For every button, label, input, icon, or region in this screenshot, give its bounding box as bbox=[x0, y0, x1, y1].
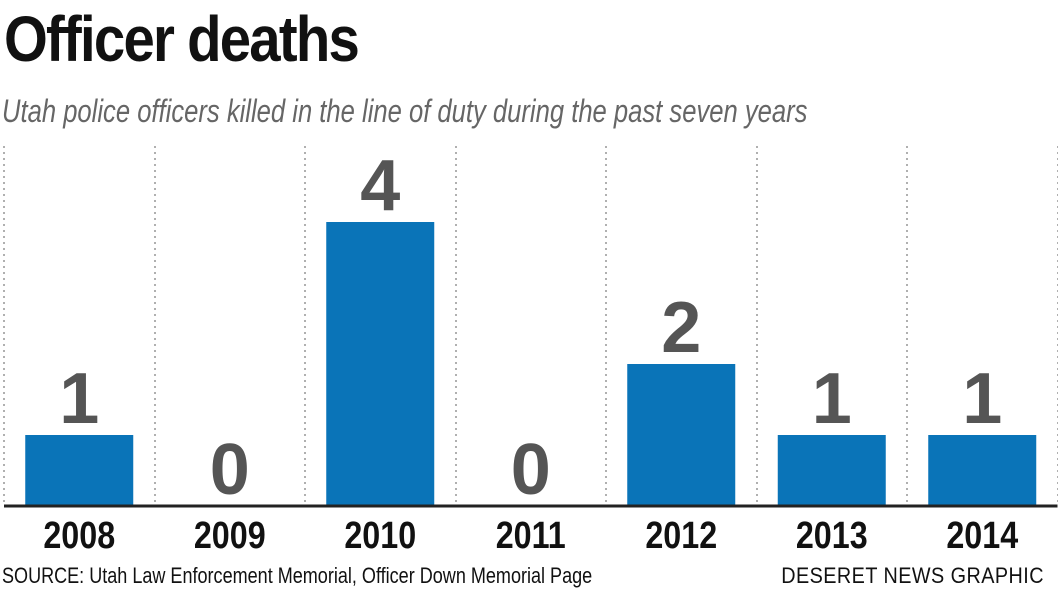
bar bbox=[326, 222, 435, 506]
value-label: 0 bbox=[511, 430, 551, 510]
category-label: 2014 bbox=[946, 515, 1018, 557]
value-label: 4 bbox=[360, 146, 400, 226]
value-label: 1 bbox=[812, 359, 852, 439]
source-note: SOURCE: Utah Law Enforcement Memorial, O… bbox=[2, 563, 593, 588]
value-label: 1 bbox=[59, 359, 99, 439]
value-label: 2 bbox=[661, 288, 701, 368]
category-label: 2010 bbox=[344, 515, 416, 557]
bar bbox=[928, 435, 1037, 506]
category-label: 2009 bbox=[194, 515, 266, 557]
category-label: 2011 bbox=[496, 515, 566, 557]
value-label: 1 bbox=[962, 359, 1002, 439]
bar bbox=[25, 435, 134, 506]
value-label: 0 bbox=[210, 430, 250, 510]
bar bbox=[627, 364, 736, 506]
category-label: 2013 bbox=[796, 515, 868, 557]
graphic-credit: DESERET NEWS GRAPHIC bbox=[781, 563, 1044, 588]
category-label: 2012 bbox=[645, 515, 717, 557]
bar-chart: 1 2008 0 2009 4 2010 0 2011 2 2012 1 2013 1 2014 bbox=[3, 146, 1058, 557]
bar bbox=[777, 435, 886, 506]
chart-subtitle: Utah police officers killed in the line … bbox=[2, 93, 808, 129]
category-label: 2008 bbox=[43, 515, 115, 557]
chart-title: Officer deaths bbox=[4, 3, 360, 75]
